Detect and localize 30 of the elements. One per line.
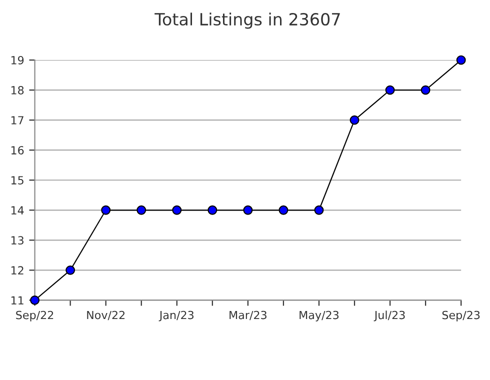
y-tick-label: 18 (11, 86, 24, 94)
point (136, 205, 146, 215)
point (101, 205, 111, 215)
point (30, 295, 40, 305)
y-tick-label: 12 (11, 266, 24, 274)
point (314, 205, 324, 215)
point (243, 205, 253, 215)
y-tick-label: 14 (11, 206, 24, 214)
x-tick-label: Jul/23 (374, 310, 405, 322)
y-tick-label: 13 (11, 236, 24, 245)
x-tick-label: Nov/22 (87, 310, 125, 320)
x-tick-label: Mar/23 (230, 310, 266, 320)
point (385, 85, 395, 95)
point (350, 115, 360, 125)
y-tick-label: 16 (11, 146, 24, 154)
y-tick-label: 17 (11, 116, 24, 124)
y-tick-label: 19 (11, 56, 24, 64)
point (172, 205, 182, 215)
x-tick-label: Sep/23 (442, 310, 480, 322)
x-tick-label: May/23 (300, 310, 339, 322)
point (420, 85, 430, 95)
point (278, 205, 288, 215)
point (66, 265, 76, 275)
y-tick-label: 15 (11, 176, 24, 184)
y-tick-label: 11 (11, 296, 24, 304)
point (456, 55, 466, 65)
x-tick-label: Jan/23 (158, 310, 194, 322)
x-tick-label: Sep/22 (16, 310, 54, 322)
point (208, 205, 218, 215)
chart-title: Total Listings in 23607 (154, 12, 340, 29)
